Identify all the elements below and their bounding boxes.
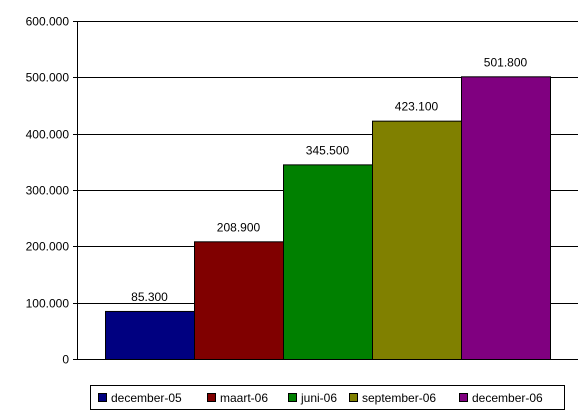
- bar-december-06: [461, 76, 551, 360]
- legend: december-05 maart-06 juni-06 september-06 de…: [90, 385, 565, 410]
- bar-december-05: [105, 310, 195, 360]
- legend-label: december-06: [472, 391, 543, 405]
- legend-label: maart-06: [220, 391, 268, 405]
- legend-swatch: [349, 393, 358, 402]
- legend-label: september-06: [362, 391, 436, 405]
- legend-box: [90, 385, 565, 410]
- y-axis-ticks: 0 100.000 200.000 300.000 400.000 500.000 600.…: [26, 15, 77, 367]
- y-tick-label: 500.000: [26, 71, 70, 85]
- bar-juni-06: [283, 164, 373, 360]
- y-tick-label: 600.000: [26, 15, 70, 29]
- data-label: 345.500: [306, 143, 350, 157]
- legend-swatch: [459, 393, 468, 402]
- data-label: 85.300: [131, 290, 168, 304]
- y-tick-label: 100.000: [26, 297, 70, 311]
- data-label: 501.800: [484, 55, 528, 69]
- bars: [105, 76, 551, 361]
- legend-swatch: [207, 393, 216, 402]
- y-tick-label: 300.000: [26, 184, 70, 198]
- bar-september-06: [372, 120, 462, 360]
- data-label: 208.900: [217, 220, 261, 234]
- y-tick-label: 0: [62, 353, 69, 367]
- bar-maart-06: [194, 241, 284, 361]
- y-tick-label: 200.000: [26, 240, 70, 254]
- legend-label: december-05: [111, 391, 182, 405]
- legend-label: juni-06: [300, 391, 337, 405]
- y-tick-label: 400.000: [26, 128, 70, 142]
- legend-swatch: [288, 393, 297, 402]
- data-labels: 85.300 208.900 345.500 423.100 501.800: [131, 55, 527, 304]
- legend-swatch: [98, 393, 107, 402]
- data-label: 423.100: [395, 100, 439, 114]
